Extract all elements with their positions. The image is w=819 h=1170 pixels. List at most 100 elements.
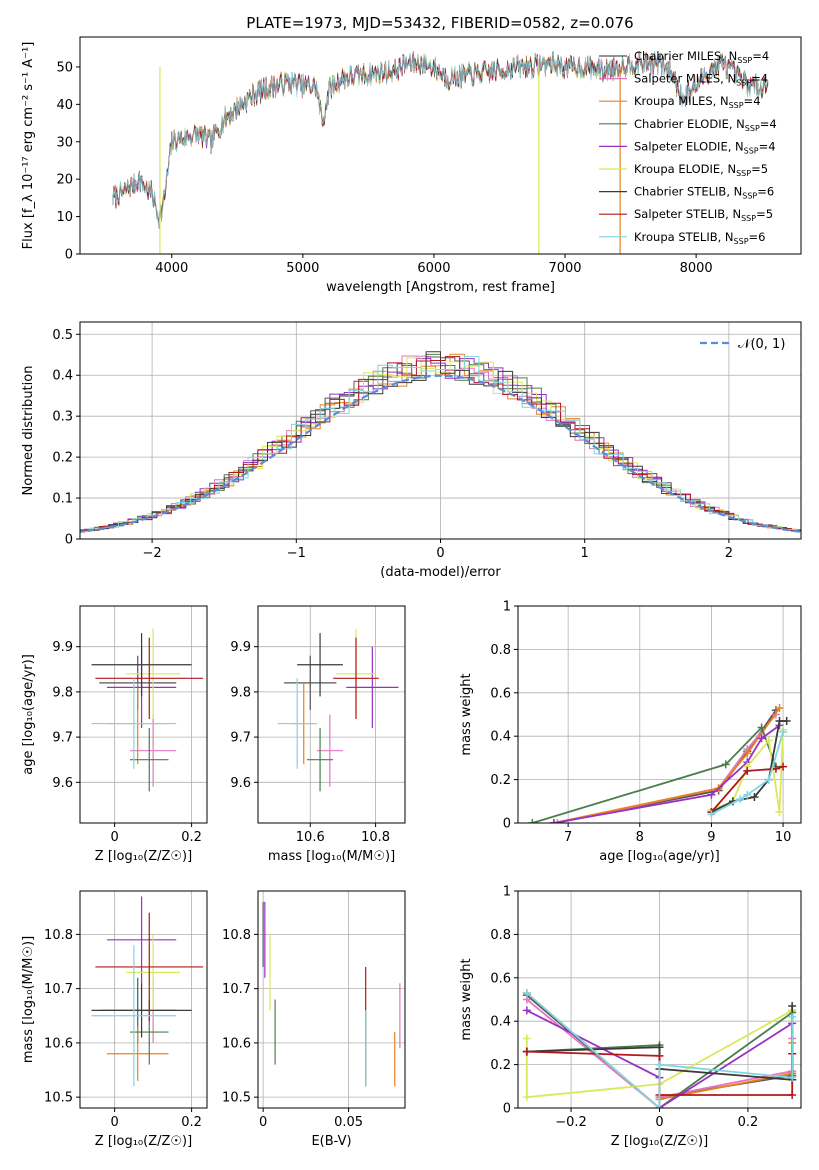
axes: 0 0.05 10.5 10.6 10.7 10.8 E(B-V)	[222, 890, 406, 1149]
x-tick-label: −2	[143, 546, 162, 561]
weight-marker	[522, 1093, 531, 1102]
x-tick-label: 10.8	[361, 830, 390, 845]
x-axis-label: wavelength [Angstrom, rest frame]	[326, 280, 555, 295]
y-tick-label: 9.7	[230, 731, 251, 746]
weight-marker	[655, 1060, 664, 1069]
data-point	[297, 633, 343, 697]
panel-weight_vs_Z: −0.2 0 0.2 0 0.2 0.4 0.6 0.8 1 Z [log₁₀(Z/Z☉)] mas…	[459, 885, 802, 1149]
legend-model-name: Chabrier STELIB	[634, 185, 726, 199]
y-tick-label: 9.6	[52, 776, 73, 791]
y-tick-label: 0	[503, 1102, 511, 1117]
plot-area	[262, 901, 401, 1087]
legend-entry: Chabrier MILES, NSSP=4	[634, 49, 769, 65]
x-axis-label: mass [log₁₀(M/M☉)]	[268, 849, 395, 864]
weight-marker	[764, 736, 773, 745]
y-tick-label: 10.5	[44, 1091, 73, 1106]
x-tick-label: 5000	[286, 261, 319, 276]
x-tick-label: 7	[564, 830, 572, 845]
panel-mass_vs_ebv: 0 0.05 10.5 10.6 10.7 10.8 E(B-V)	[222, 890, 406, 1149]
histogram-series	[80, 353, 801, 532]
weight-marker	[522, 1047, 531, 1056]
weight-marker	[743, 766, 752, 775]
y-tick-label: 0.5	[52, 328, 73, 343]
y-tick-label: 0.2	[490, 773, 511, 788]
axes: −2 −1 0 1 2 0 0.1 0.2 0.3 0.4 0.5 (data-model)/erro…	[21, 321, 802, 580]
legend-model-name: Salpeter ELODIE	[634, 139, 728, 153]
gridlines	[80, 606, 207, 823]
legend-nssp-value: 4	[762, 49, 769, 63]
gridlines	[518, 605, 801, 824]
x-axis-label: E(B-V)	[311, 1134, 351, 1149]
axes-frame	[79, 605, 208, 824]
legend-model-name: Chabrier MILES	[634, 49, 721, 63]
y-tick-label: 10.8	[44, 928, 73, 943]
x-tick-label: 0.2	[738, 1115, 759, 1130]
gridlines	[258, 891, 405, 1108]
weight-marker	[707, 790, 716, 799]
legend-entry: Salpeter ELODIE, NSSP=4	[634, 139, 776, 155]
y-tick-label: 0.4	[52, 369, 73, 384]
y-tick-label: 0.4	[490, 730, 511, 745]
gridlines	[258, 606, 405, 823]
x-tick-label: 2	[725, 546, 733, 561]
legend-nssp-value: 6	[767, 185, 774, 199]
y-tick-label: 1	[503, 600, 511, 615]
panel-residuals: 𝒩(0, 1) −2 −1 0 1 2 0 0.1 0.2 0.3 0.4 0.5 (data-mode…	[21, 321, 802, 580]
axes: 7 8 9 10 0 0.2 0.4 0.6 0.8 1 age [log₁₀(age/yr)] ma…	[459, 600, 802, 864]
data-point	[126, 628, 181, 720]
axes-frame	[79, 36, 802, 255]
panel-spectrum: Chabrier MILES, NSSP=4 Salpeter MILES, NS…	[21, 36, 802, 295]
y-axis-label: age [log₁₀(age/yr)]	[21, 654, 36, 775]
x-tick-label: −0.2	[555, 1115, 587, 1130]
data-point	[106, 896, 177, 984]
y-tick-label: 0.3	[52, 410, 73, 425]
axes-frame	[257, 605, 406, 824]
weight-marker	[775, 808, 784, 817]
data-point	[307, 728, 334, 792]
y-tick-label: 0.1	[52, 492, 73, 507]
plot-area	[528, 703, 791, 823]
spectrum-line	[112, 50, 769, 225]
histogram-series	[80, 355, 801, 533]
x-tick-label: 0	[436, 546, 444, 561]
weight-series-line	[553, 724, 781, 823]
legend-model-name: Kroupa STELIB	[634, 230, 718, 244]
y-axis-label: mass weight	[459, 673, 474, 755]
y-tick-label: 20	[56, 173, 73, 188]
legend-nssp-value: 6	[758, 230, 765, 244]
axes: 0 0.2 9.6 9.7 9.8 9.9 Z [log₁₀(Z/Z☉)] age [log₁…	[21, 605, 208, 864]
x-tick-label: 4000	[155, 261, 188, 276]
weight-marker	[655, 1043, 664, 1052]
plot-area: 𝒩(0, 1)	[80, 337, 801, 534]
y-axis-label: Flux [f_λ 10⁻¹⁷ erg cm⁻² s⁻¹ A⁻¹]	[21, 42, 36, 250]
legend: 𝒩(0, 1)	[700, 337, 785, 352]
y-tick-label: 0.6	[490, 686, 511, 701]
y-tick-label: 10.6	[222, 1036, 251, 1051]
x-tick-label: 1	[581, 546, 589, 561]
weight-marker	[775, 717, 784, 726]
y-tick-label: 0.2	[52, 451, 73, 466]
legend-entry: Kroupa MILES, NSSP=4	[634, 94, 761, 110]
weight-marker	[788, 1002, 797, 1011]
legend-entry: Chabrier STELIB, NSSP=6	[634, 185, 774, 201]
x-axis-label: Z [log₁₀(Z/Z☉)]	[611, 1134, 708, 1149]
axes-frame	[79, 890, 208, 1109]
x-tick-label: 0.2	[181, 830, 202, 845]
data-point	[91, 945, 177, 1087]
plot-area	[91, 628, 204, 792]
axes-frame	[517, 605, 802, 824]
figure-title: PLATE=1973, MJD=53432, FIBERID=0582, z=0…	[246, 14, 633, 32]
legend-nssp-value: 4	[753, 94, 760, 108]
legend-model-name: Salpeter STELIB	[634, 207, 725, 221]
legend-model-name: Chabrier ELODIE	[634, 117, 729, 131]
weight-marker	[782, 717, 791, 726]
weight-marker	[788, 1090, 797, 1099]
x-tick-label: 9	[707, 830, 715, 845]
weight-marker	[779, 762, 788, 771]
x-axis-label: Z [log₁₀(Z/Z☉)]	[95, 849, 192, 864]
panel-mass_vs_Z: 0 0.2 10.5 10.6 10.7 10.8 Z [log₁₀(Z/Z☉)] mass …	[21, 890, 208, 1149]
panel-age_vs_Z: 0 0.2 9.6 9.7 9.8 9.9 Z [log₁₀(Z/Z☉)] age [log₁…	[21, 605, 208, 864]
panel-age_vs_mass: 10.6 10.8 9.6 9.7 9.8 9.9 mass [log₁₀(M/M☉)]	[230, 605, 406, 864]
x-tick-label: 7000	[548, 261, 581, 276]
y-tick-label: 9.8	[52, 685, 73, 700]
